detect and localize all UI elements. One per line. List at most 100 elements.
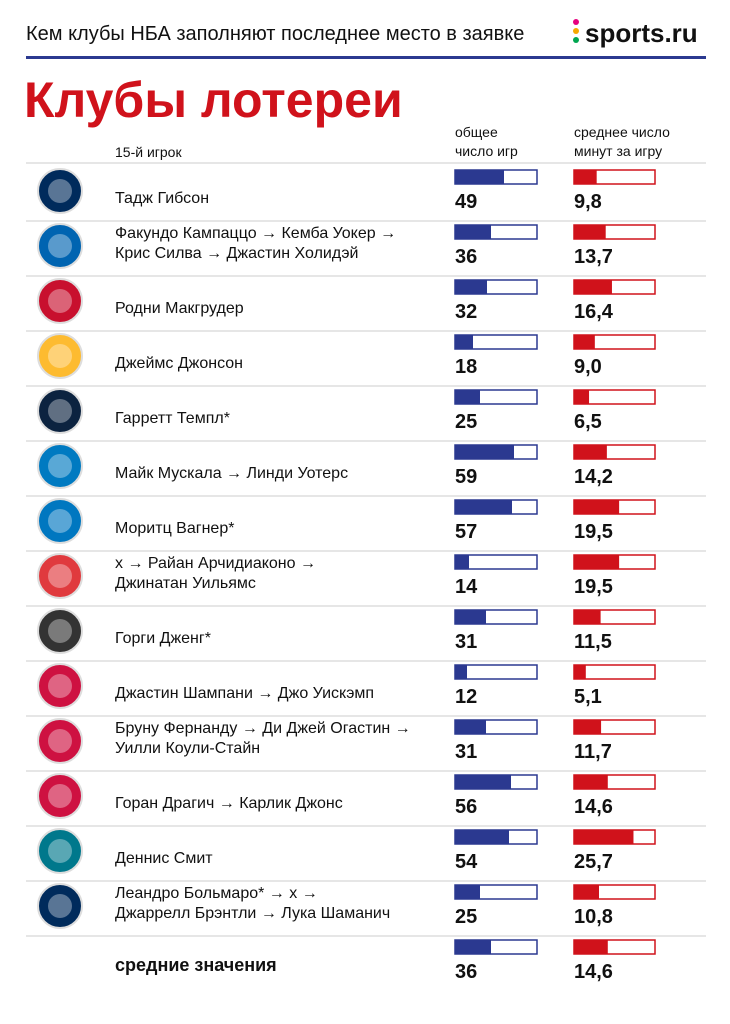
bar xyxy=(455,665,467,679)
team-logo-inner xyxy=(48,619,72,643)
player-name: Леандро Больмаро* → x → xyxy=(115,885,318,902)
minutes-value: 14,6 xyxy=(574,796,613,818)
bar xyxy=(574,280,612,294)
bar xyxy=(455,830,509,844)
bar xyxy=(455,610,486,624)
bar xyxy=(455,885,480,899)
minutes-value: 16,4 xyxy=(574,301,614,323)
player-name: Майк Мускала → Линди Уотерс xyxy=(115,465,348,482)
games-value: 12 xyxy=(455,686,477,708)
minutes-value: 13,7 xyxy=(574,246,613,268)
bar xyxy=(574,445,607,459)
bar xyxy=(574,720,602,734)
games-value: 57 xyxy=(455,521,477,543)
player-name: Джаррелл Брэнтли → Лука Шаманич xyxy=(115,905,390,922)
games-value: 31 xyxy=(455,741,477,763)
player-name: Джинатан Уильямс xyxy=(115,575,256,592)
minutes-value: 19,5 xyxy=(574,576,613,598)
team-logo xyxy=(37,608,83,654)
bar xyxy=(455,720,486,734)
bar xyxy=(574,940,608,954)
column-header: минут за игру xyxy=(574,143,662,159)
minutes-value: 5,1 xyxy=(574,686,602,708)
team-logo xyxy=(37,223,83,269)
games-value: 56 xyxy=(455,796,477,818)
bar-frame xyxy=(454,664,538,680)
minutes-value: 14,2 xyxy=(574,466,613,488)
team-logo-inner xyxy=(48,839,72,863)
player-name: Моритц Вагнер* xyxy=(115,520,234,537)
player-name: Бруну Фернанду → Ди Джей Огастин → xyxy=(115,720,411,737)
player-name: Тадж Гибсон xyxy=(115,190,209,207)
bar xyxy=(455,445,514,459)
player-name: Уилли Коули-Стайн xyxy=(115,740,260,757)
bar xyxy=(574,170,597,184)
player-name: Родни Макгрудер xyxy=(115,300,244,317)
team-logo xyxy=(37,553,83,599)
team-logo-inner xyxy=(48,894,72,918)
team-logo xyxy=(37,828,83,874)
minutes-value: 11,5 xyxy=(574,631,612,653)
minutes-value: 19,5 xyxy=(574,521,613,543)
minutes-value: 9,0 xyxy=(574,356,602,378)
player-name: Факундо Кампаццо → Кемба Уокер → xyxy=(115,225,396,242)
average-label: средние значения xyxy=(115,955,277,975)
team-logo-inner xyxy=(48,344,72,368)
minutes-value: 9,8 xyxy=(574,191,602,213)
team-logo-inner xyxy=(48,784,72,808)
minutes-value: 11,7 xyxy=(574,741,612,763)
player-name: Горги Дженг* xyxy=(115,630,211,647)
bar xyxy=(574,390,590,404)
subtitle: Кем клубы НБА заполняют последнее место … xyxy=(26,23,524,45)
team-logo xyxy=(37,333,83,379)
player-name: Джеймс Джонсон xyxy=(115,355,243,372)
team-logo-inner xyxy=(48,399,72,423)
team-logo-inner xyxy=(48,289,72,313)
team-logo-inner xyxy=(48,234,72,258)
bar xyxy=(574,610,601,624)
team-logo xyxy=(37,663,83,709)
games-value: 59 xyxy=(455,466,477,488)
games-value: 25 xyxy=(455,906,477,928)
bar xyxy=(574,500,620,514)
bar xyxy=(455,225,491,239)
bar xyxy=(455,940,491,954)
bar xyxy=(574,665,586,679)
minutes-value: 6,5 xyxy=(574,411,602,433)
games-value: 14 xyxy=(455,576,478,598)
bar xyxy=(455,170,504,184)
games-value: 31 xyxy=(455,631,477,653)
team-logo xyxy=(37,443,83,489)
bar xyxy=(574,830,634,844)
games-value: 25 xyxy=(455,411,477,433)
team-logo-inner xyxy=(48,454,72,478)
team-logo xyxy=(37,773,83,819)
title: Клубы лотереи xyxy=(24,72,403,128)
brand-dot xyxy=(573,28,579,34)
games-value: 49 xyxy=(455,191,477,213)
games-value: 36 xyxy=(455,961,477,983)
brand-dot xyxy=(573,19,579,25)
games-value: 32 xyxy=(455,301,477,323)
column-header: общее xyxy=(455,124,498,140)
minutes-value: 25,7 xyxy=(574,851,613,873)
column-header: 15-й игрок xyxy=(115,144,182,160)
player-name: Горан Драгич → Карлик Джонс xyxy=(115,795,343,812)
bar xyxy=(455,335,473,349)
bar-frame xyxy=(573,664,656,680)
minutes-value: 10,8 xyxy=(574,906,613,928)
bar xyxy=(455,280,487,294)
team-logo-inner xyxy=(48,564,72,588)
column-header: число игр xyxy=(455,143,518,159)
player-name: Крис Силва → Джастин Холидэй xyxy=(115,245,358,262)
team-logo-inner xyxy=(48,674,72,698)
bar xyxy=(574,555,620,569)
bar xyxy=(455,555,469,569)
brand-dot xyxy=(573,37,579,43)
bar xyxy=(455,500,512,514)
games-value: 54 xyxy=(455,851,478,873)
bar xyxy=(455,390,480,404)
bar xyxy=(574,225,606,239)
column-header: среднее число xyxy=(574,124,670,140)
